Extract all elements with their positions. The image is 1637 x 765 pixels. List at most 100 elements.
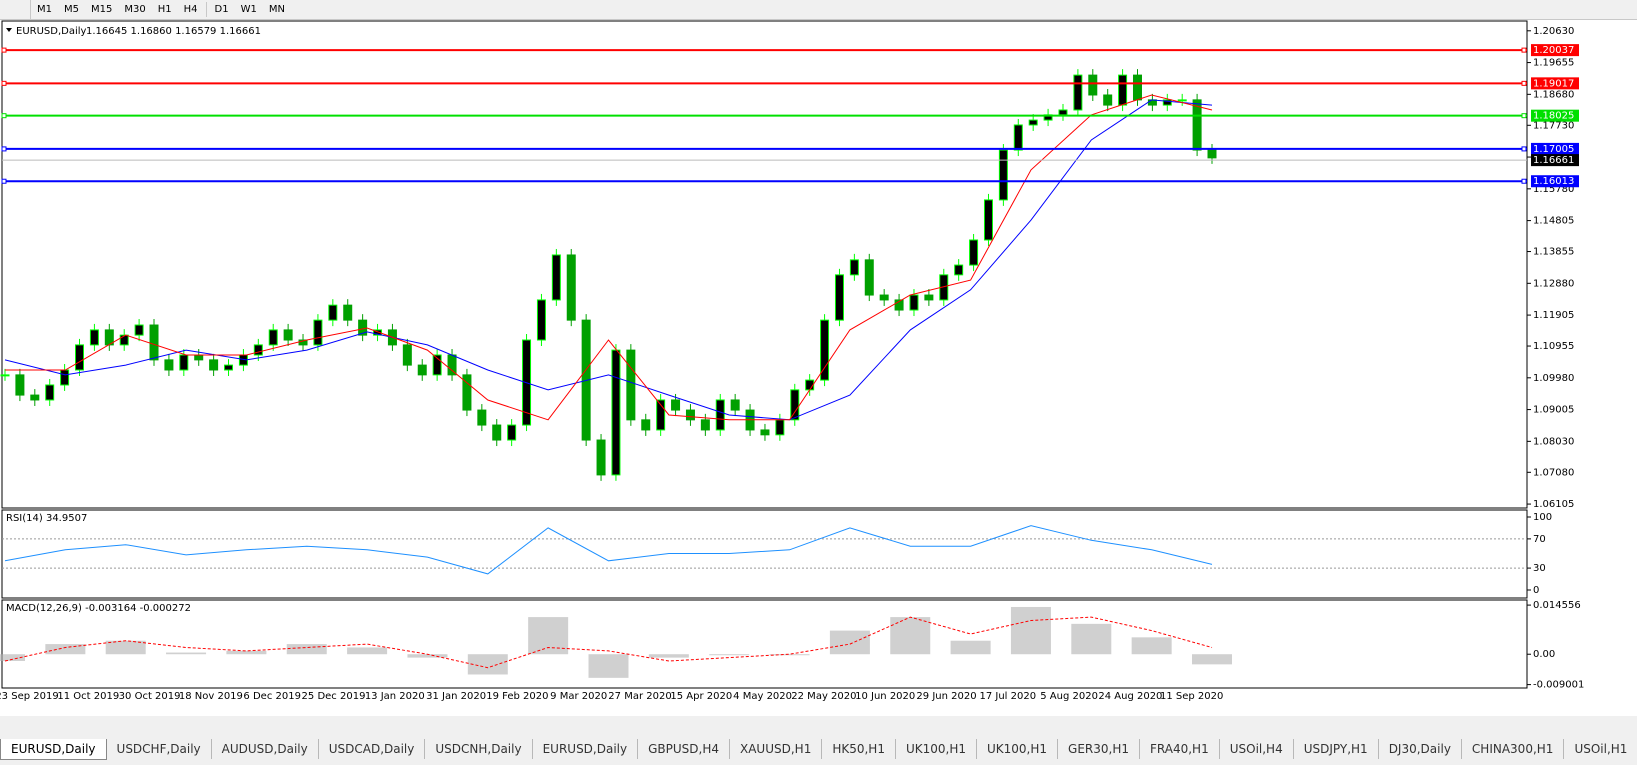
level-handle — [1, 113, 7, 119]
level-label-box — [1531, 44, 1579, 57]
histogram-bar — [769, 654, 810, 656]
histogram-bar — [347, 647, 388, 655]
candle — [283, 329, 293, 341]
level-label-box — [1531, 175, 1579, 188]
indicator-title: MACD(12,26,9) -0.003164 -0.000272 — [6, 603, 191, 614]
candle — [1162, 99, 1172, 106]
timeframe-button[interactable]: H1 — [157, 4, 172, 15]
x-axis-label: 5 Aug 2020 — [1040, 691, 1098, 702]
chart-tab[interactable]: GBPUSD,H4 — [638, 739, 730, 759]
x-axis-label: 4 May 2020 — [733, 691, 792, 702]
timeframe-button[interactable]: M5 — [64, 4, 79, 15]
timeframe-button[interactable]: M1 — [37, 4, 52, 15]
level-label-box — [1531, 142, 1579, 155]
candle — [402, 344, 412, 366]
y-tick-label: 1.12880 — [1533, 278, 1574, 289]
chart-tab[interactable]: HK50,H1 — [822, 739, 896, 759]
candle — [1088, 74, 1098, 96]
candle — [983, 199, 993, 241]
timeframe-button[interactable]: D1 — [214, 4, 229, 15]
candle — [1192, 99, 1202, 151]
candle — [492, 424, 502, 441]
chart-tab[interactable]: XAUUSD,H1 — [730, 739, 823, 759]
level-handle — [1521, 113, 1527, 119]
y-tick-label: 30 — [1533, 563, 1546, 574]
candle — [849, 259, 859, 276]
chart-tab[interactable]: USDCAD,Daily — [319, 739, 426, 759]
chart-tab[interactable]: USDCHF,Daily — [107, 739, 212, 759]
chart-tab[interactable]: UK100,H1 — [896, 739, 977, 759]
timeframe-button[interactable]: H4 — [183, 4, 198, 15]
candle — [477, 409, 487, 426]
x-axis-label: 24 Aug 2020 — [1098, 691, 1162, 702]
y-tick-label: 1.18680 — [1533, 89, 1574, 100]
level-handle — [1, 178, 7, 184]
chart-tab[interactable]: EURUSD,Daily — [0, 738, 107, 760]
candle — [1118, 74, 1128, 106]
histogram-bar — [286, 644, 327, 655]
candle — [1177, 99, 1187, 102]
candle — [536, 299, 546, 341]
candle — [1103, 94, 1113, 106]
candle — [328, 304, 338, 321]
indicator-line — [5, 94, 1213, 421]
level-handle — [1521, 80, 1527, 86]
histogram-bar — [1010, 606, 1051, 655]
candle — [641, 419, 651, 431]
timeframe-button[interactable]: W1 — [240, 4, 257, 15]
chart-tab[interactable]: CHINA300,H1 — [1462, 739, 1565, 759]
chart-tab[interactable]: USDCNH,Daily — [425, 739, 533, 759]
candle — [760, 429, 770, 436]
y-tick-label: 1.06105 — [1533, 499, 1574, 510]
candle — [75, 344, 85, 371]
x-axis-label: 25 Dec 2019 — [302, 691, 366, 702]
candle — [909, 294, 919, 311]
x-axis-label: 22 May 2020 — [791, 691, 856, 702]
level-label-box — [1531, 77, 1579, 90]
candle — [566, 254, 576, 321]
chart-tab[interactable]: UK100,H1 — [977, 739, 1059, 759]
candle — [671, 399, 681, 411]
x-axis-label: 18 Nov 2019 — [179, 691, 243, 702]
chart-tab[interactable]: GER30,H1 — [1058, 739, 1140, 759]
candle — [15, 374, 25, 396]
candle — [447, 354, 457, 376]
separator — [205, 2, 207, 17]
histogram-bar — [0, 654, 25, 661]
level-handle — [1, 146, 7, 152]
level-label-box — [1531, 109, 1579, 122]
y-tick-label: 1.11905 — [1533, 310, 1574, 321]
candle — [954, 264, 964, 276]
main-panel — [1, 20, 1528, 509]
timeframe-button[interactable]: M15 — [91, 4, 113, 15]
candle — [611, 349, 621, 476]
indicator-line — [4, 99, 1213, 421]
candle — [268, 329, 278, 346]
candle — [417, 364, 427, 376]
chart-tab[interactable]: USDJPY,H1 — [1294, 739, 1379, 759]
candle — [715, 399, 725, 431]
candle — [134, 324, 144, 336]
indicator-line — [4, 525, 1213, 575]
chart-tab[interactable]: USOil,H4 — [1220, 739, 1294, 759]
chart-tab[interactable]: AUDUSD,Daily — [212, 739, 319, 759]
timeframe-button[interactable]: MN — [268, 4, 285, 15]
histogram-bar — [467, 654, 508, 675]
y-tick-label: 1.09005 — [1533, 405, 1574, 416]
chart-tab[interactable]: FRA40,H1 — [1140, 739, 1220, 759]
level-handle — [1, 80, 7, 86]
candle — [656, 399, 666, 431]
candle — [224, 364, 234, 371]
chart-tab[interactable]: EURUSD,Daily — [533, 739, 639, 759]
candle — [209, 359, 219, 371]
candle — [969, 239, 979, 266]
chart-tab[interactable]: DJ30,Daily — [1379, 739, 1462, 759]
chart-tab[interactable]: USOil,H1 — [1564, 739, 1637, 759]
y-tick-label: 1.07080 — [1533, 467, 1574, 478]
candle — [998, 149, 1008, 201]
candle — [626, 349, 636, 421]
timeframe-button[interactable]: M30 — [124, 4, 146, 15]
candle — [894, 299, 904, 311]
indicator-line — [4, 616, 1213, 669]
histogram-bar — [648, 654, 689, 658]
